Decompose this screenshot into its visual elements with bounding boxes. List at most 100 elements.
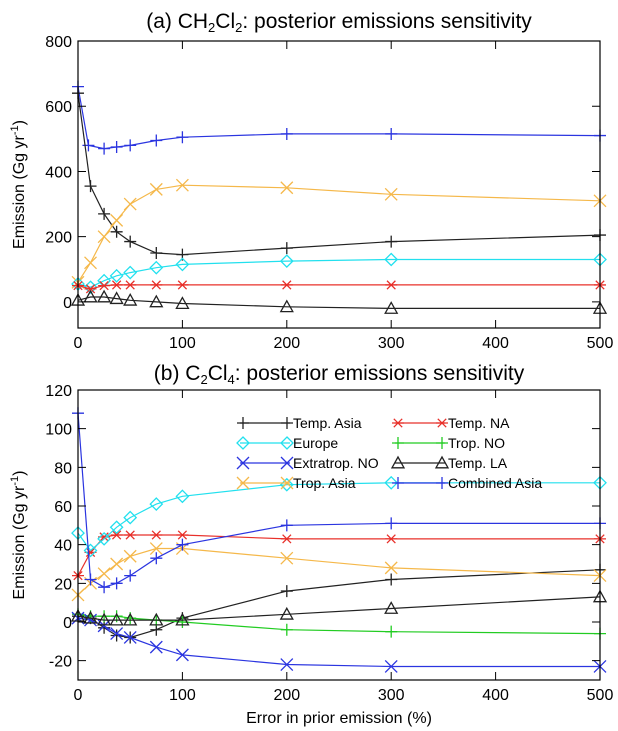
panel-b-series-1-point-6 [176, 530, 189, 540]
panel-a-series-2-point-2 [97, 230, 111, 244]
panel-b-title-sub1: 2 [200, 372, 207, 387]
panel-b-legend-marker-left-1 [392, 418, 404, 428]
panel-b-xtick-label-3: 300 [378, 687, 405, 704]
panel-b-series-5-point-1 [83, 610, 98, 624]
panel-b: (b) C2Cl4: posterior emissions sensitivi… [9, 362, 613, 727]
panel-a-series-4-point-8 [385, 280, 398, 290]
panel-b-title-prefix: (b) C [154, 362, 201, 385]
panel-b-legend-marker-right-1 [436, 418, 448, 428]
panel-b-series-6-line [77, 547, 601, 596]
panel-b-legend-marker-right-4 [280, 456, 294, 470]
panel-b-series-7-point-8 [385, 517, 398, 530]
panel-b-series-2-point-2 [97, 531, 112, 546]
panel-b-legend-marker-right-3 [436, 437, 448, 449]
panel-b-xtick-label-0: 0 [74, 687, 83, 704]
panel-a-series-1-point-1 [84, 180, 97, 193]
panel-a-series-5-point-8 [384, 301, 399, 314]
panel-b-series-0-point-8 [385, 573, 398, 586]
panel-a-ytick-label-4: 800 [45, 34, 72, 51]
panel-a-xtick-label-0: 0 [74, 335, 83, 352]
panel-b-series-7-point-5 [150, 552, 163, 565]
panel-a-series-2-point-7 [280, 181, 294, 195]
panel-a-series-5-point-4 [123, 292, 138, 306]
panel-a-series-0-point-7 [280, 127, 293, 140]
panel-b-legend-marker-right-0 [281, 417, 293, 429]
panel-b-series-7-point-2 [98, 581, 111, 594]
panel-b-ylabel-close: ) [11, 471, 28, 476]
panel-b-series-4-point-6 [175, 648, 189, 662]
panel-a-series-5-point-2 [96, 289, 112, 303]
panel-b-series-2-line [77, 482, 600, 552]
panel-b-ytick-label-6: 100 [45, 422, 72, 439]
panel-b-legend: Temp. Asia Temp. NA Europe Trop. NO Extratro… [236, 415, 542, 491]
panel-b-legend-marker-left-0 [237, 417, 249, 429]
panel-b-series-3-point-7 [280, 623, 293, 636]
panel-a-series-3 [71, 252, 607, 295]
panel-a-series-2-line [77, 184, 601, 283]
panel-b-series-6 [71, 542, 607, 602]
panel-b-legend-marker-left-6 [236, 476, 250, 490]
panel-b-title-sub2: 4 [228, 372, 235, 387]
panel-b-series-1-point-7 [280, 534, 293, 544]
panel-b-legend-marker-right-5 [434, 455, 450, 469]
panel-a-series-2-point-5 [149, 182, 163, 196]
panel-b-title-mid: Cl [208, 362, 228, 385]
panel-b-series-1-point-8 [385, 534, 398, 544]
panel-a-series-5-line [77, 296, 600, 309]
panel-a-series-3-point-7 [279, 254, 294, 269]
panel-b-legend-label-3: Trop. NO [448, 435, 505, 451]
panel-b-axes-frame [77, 389, 601, 681]
panel-b-xtick-label-4: 400 [482, 687, 509, 704]
panel-a-series-1-point-3 [110, 225, 123, 238]
panel-b-series-5-point-8 [384, 601, 399, 614]
panel-a-series-0-point-8 [385, 127, 398, 140]
panel-a-series-1 [72, 87, 606, 261]
panel-b-title-suffix: : posterior emissions sensitivity [235, 362, 525, 385]
panel-a-series-1-point-8 [385, 235, 398, 248]
panel-a-series-2-point-4 [123, 197, 137, 211]
panel-b-series-2-point-4 [123, 510, 138, 525]
panel-a-series-1-point-2 [98, 207, 111, 220]
panel-b-legend-marker-left-3 [392, 437, 404, 449]
panel-b-legend-label-1: Temp. NA [448, 415, 510, 431]
panel-a-series-1-point-4 [124, 235, 137, 248]
panel-b-series-7-point-7 [280, 519, 293, 532]
panel-b-series-5-point-2 [96, 612, 112, 626]
panel-b-xlabel: Error in prior emission (%) [246, 710, 432, 727]
panel-b-ytick-label-7: 120 [45, 383, 72, 400]
panel-b-series-2-point-5 [149, 497, 164, 511]
panel-b-ylabel: Emission (Gg yr-1) [9, 471, 28, 600]
panel-b-series-5-point-6 [175, 612, 190, 626]
panel-a: (a) CH2Cl2: posterior emissions sensitiv… [9, 10, 613, 352]
panel-a-series-0-line [77, 86, 601, 150]
panel-a-title: (a) CH2Cl2: posterior emissions sensitiv… [146, 10, 532, 35]
panel-a-ytick-label-0: 0 [63, 295, 72, 312]
panel-b-ytick-label-0: -20 [49, 654, 72, 671]
panel-b-series-1-point-4 [124, 530, 137, 540]
panel-b-legend-marker-left-4 [236, 456, 250, 470]
panel-a-series-4-point-1 [84, 284, 97, 294]
panel-a-xtick-label-3: 300 [378, 335, 405, 352]
panel-b-legend-marker-left-2 [236, 436, 250, 450]
panel-a-title-sub2: 2 [235, 20, 242, 35]
panel-b-series-1-point-3 [110, 530, 123, 540]
panel-b-series-6-point-7 [280, 551, 294, 565]
panel-b-legend-marker-left-5 [390, 455, 406, 469]
panel-a-series-3-point-2 [97, 273, 112, 288]
panel-a-series-5-point-6 [175, 296, 190, 309]
panel-b-series-5-point-4 [123, 612, 138, 626]
panel-a-series-1-point-7 [280, 242, 293, 255]
panel-a-ytick-label-3: 600 [45, 99, 72, 116]
panel-a-series-4-point-3 [110, 280, 123, 290]
panel-a-series-4 [72, 280, 606, 294]
panel-a-title-prefix: (a) CH [146, 10, 208, 33]
panel-a-title-sub1: 2 [208, 20, 215, 35]
panel-a-series-4-point-7 [280, 280, 293, 290]
panel-a-axes-frame [77, 40, 601, 329]
panel-a-series-3-point-4 [123, 265, 138, 280]
panel-a-series-1-line [77, 93, 601, 256]
panel-b-legend-label-7: Combined Asia [448, 475, 542, 491]
panel-a-ylabel-main: Emission (Gg yr [11, 134, 28, 248]
panel-a-series-4-point-4 [124, 280, 137, 290]
